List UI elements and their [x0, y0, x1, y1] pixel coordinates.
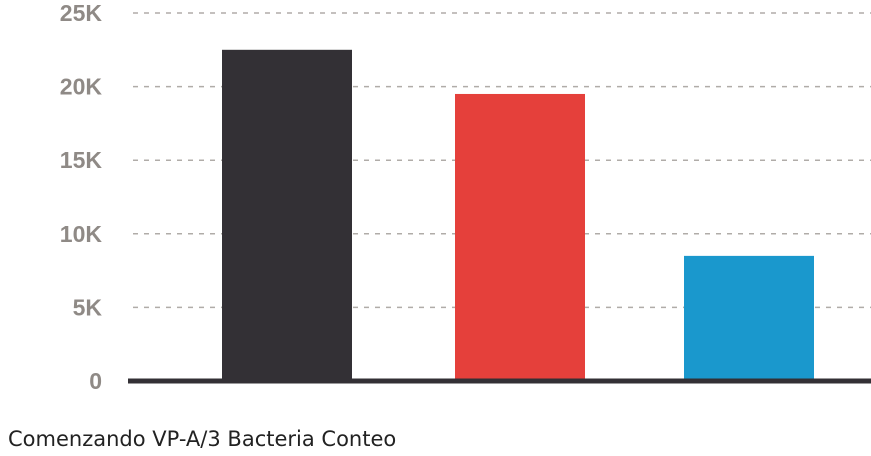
y-tick-label: 5K [73, 294, 103, 320]
y-tick-label: 0 [89, 368, 102, 394]
bar-1 [222, 49, 352, 382]
y-tick-label: 25K [60, 0, 103, 26]
y-tick-label: 15K [60, 147, 103, 173]
y-axis-ticks: 0 5K 10K 15K 20K 25K [60, 0, 103, 394]
bar-2 [455, 93, 585, 382]
bar-3 [684, 255, 814, 381]
bars [222, 49, 814, 382]
y-tick-label: 10K [60, 221, 103, 247]
chart-caption: Comenzando VP-A/3 Bacteria Conteo [8, 427, 396, 451]
y-tick-label: 20K [60, 74, 103, 100]
